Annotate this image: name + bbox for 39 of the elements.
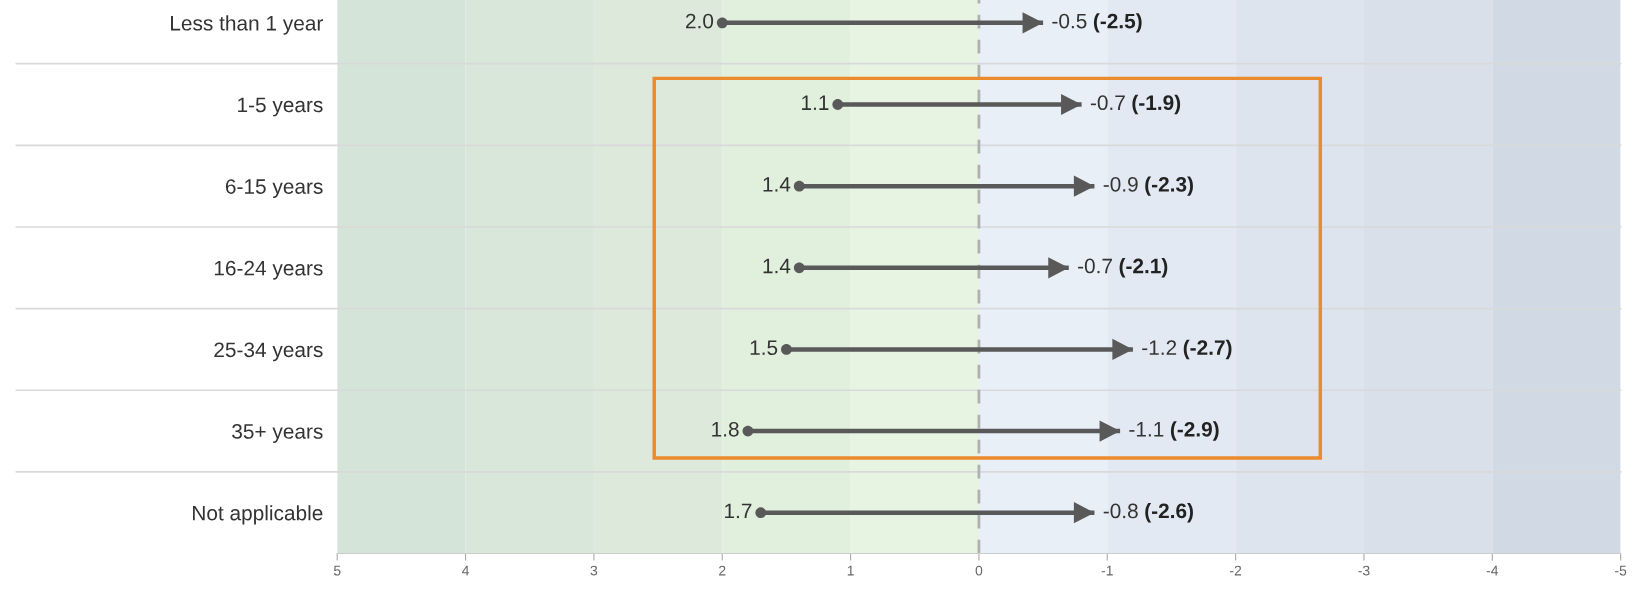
annotation: 1.5	[750, 340, 778, 356]
annotation: -0.7	[1090, 95, 1125, 111]
y-tick-label: 16-24 years	[214, 260, 323, 280]
y-tick-label: Not applicable	[193, 505, 323, 525]
annotation: 1.4	[763, 177, 791, 192]
annotation: 1.1	[802, 95, 829, 110]
x-tick-label: 0	[975, 565, 983, 576]
annotation: 1.7	[725, 503, 752, 519]
annotation: -0.8	[1103, 503, 1138, 519]
data-label: (-2.5)	[1093, 13, 1142, 33]
data-label: (-2.6)	[1145, 502, 1193, 523]
data-label: (-2.3)	[1145, 176, 1193, 196]
annotation: -0.7	[1078, 258, 1112, 274]
x-tick-label: 2	[719, 565, 726, 576]
x-tick-label: -1	[1101, 565, 1113, 576]
x-tick-label: 5	[333, 565, 341, 576]
y-tick-label: 25-34 years	[214, 342, 323, 362]
x-tick-label: -2	[1230, 565, 1242, 576]
data-label: (-2.1)	[1119, 258, 1168, 278]
data-label: (-1.9)	[1132, 94, 1181, 115]
y-tick-label: 6-15 years	[225, 179, 323, 199]
x-tick-label: 4	[462, 565, 470, 576]
x-tick-label: -3	[1358, 565, 1370, 576]
annotation: 1.4	[763, 258, 791, 274]
annotation: 2.0	[686, 13, 714, 29]
x-tick-label: -5	[1615, 565, 1627, 576]
annotation: -0.9	[1103, 176, 1138, 192]
annotation: -0.5	[1052, 13, 1087, 29]
y-tick-label: 1-5 years	[238, 97, 323, 117]
data-label: (-2.7)	[1183, 339, 1232, 360]
y-tick-label: 35+ years	[232, 424, 323, 443]
annotation: 1.8	[712, 421, 739, 437]
x-tick-label: -4	[1486, 565, 1499, 576]
x-tick-label: 3	[590, 565, 598, 576]
x-tick-label: 1	[847, 565, 854, 576]
y-tick-label: Less than 1 year	[171, 15, 323, 35]
annotation: -1.2	[1142, 340, 1177, 355]
data-label: (-2.9)	[1170, 421, 1219, 441]
annotation: -1.1	[1129, 422, 1164, 437]
